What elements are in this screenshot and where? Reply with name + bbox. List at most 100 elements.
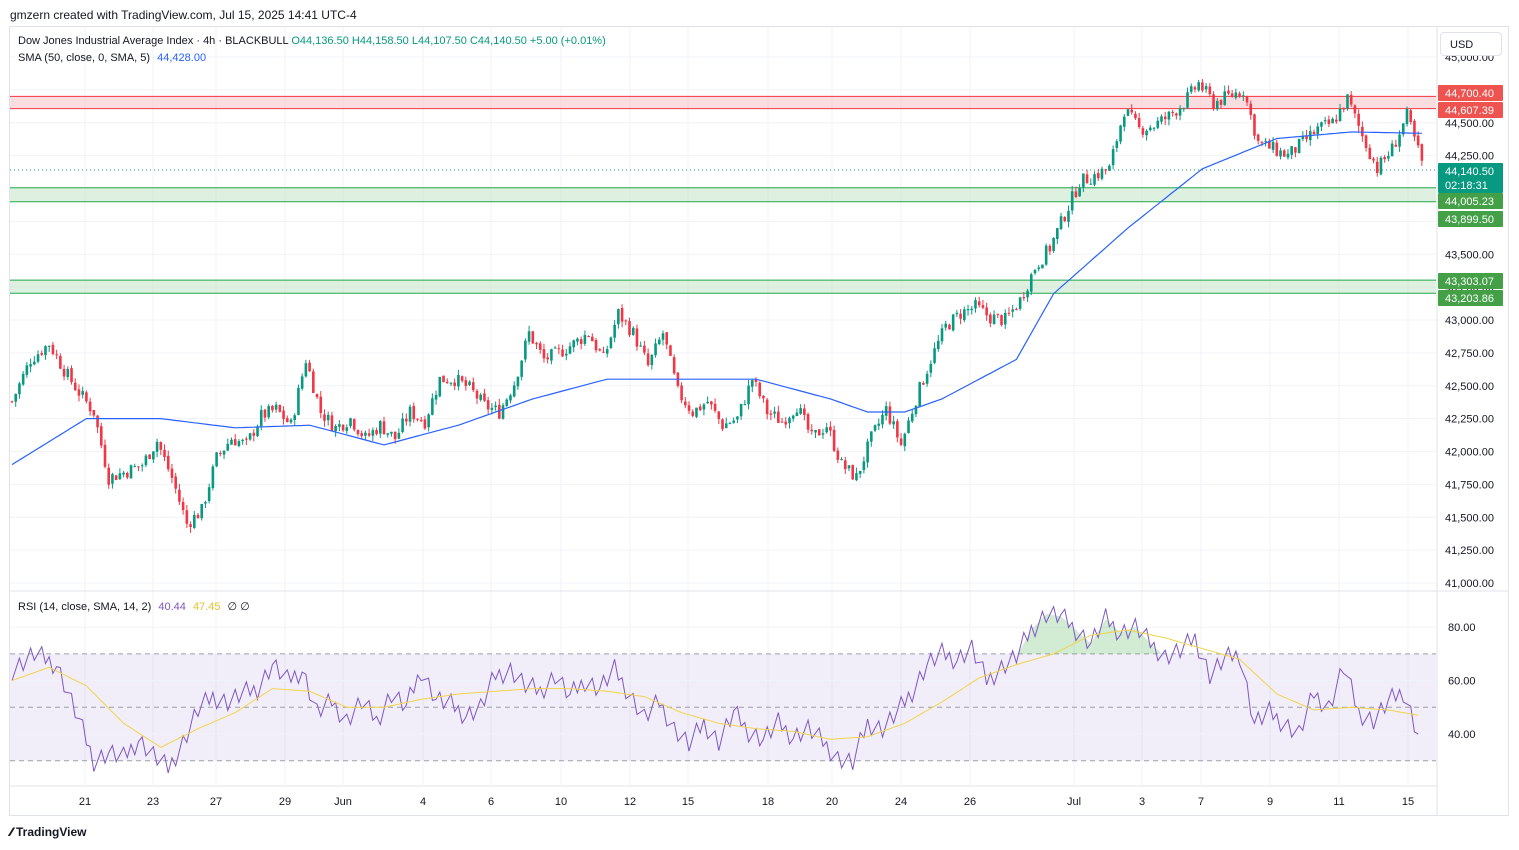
candle-body — [1149, 127, 1152, 131]
candle-body — [1015, 308, 1018, 310]
candle-body — [936, 340, 940, 349]
candle-body — [464, 380, 468, 387]
candle-body — [1290, 146, 1293, 155]
candle-body — [148, 454, 151, 459]
chart-caption: gmzern created with TradingView.com, Jul… — [10, 8, 357, 22]
candle-body — [881, 414, 884, 425]
candle-body — [1003, 312, 1007, 325]
time-tick-label: 21 — [79, 796, 91, 808]
candle-body — [1108, 165, 1111, 171]
candle-body — [706, 401, 709, 404]
rsi-sma-line — [11, 629, 1419, 748]
price-label-badge — [1438, 102, 1503, 118]
candle-body — [966, 309, 970, 311]
candle-body — [929, 363, 933, 373]
candle-body — [155, 441, 159, 452]
symbol-change: +5.00 (+0.01%) — [529, 35, 606, 47]
candle-body — [1234, 92, 1238, 98]
candle-body — [152, 451, 155, 460]
candle-body — [278, 405, 282, 412]
candle-body — [88, 401, 92, 412]
candle-body — [1152, 127, 1156, 129]
time-tick-label: 18 — [762, 796, 774, 808]
candle-body — [617, 309, 620, 325]
candle-body — [1156, 120, 1160, 128]
candle-body — [974, 300, 977, 309]
candle-body — [498, 404, 501, 419]
candle-body — [791, 415, 795, 419]
candle-body — [858, 470, 862, 474]
candle-body — [1316, 126, 1320, 134]
price-label-badge — [1438, 211, 1503, 227]
candle-body — [341, 424, 345, 431]
candle-body — [1364, 135, 1368, 148]
candle-body — [189, 524, 192, 528]
time-tick-label: 10 — [555, 796, 567, 808]
candle-body — [1215, 100, 1219, 110]
candle-body — [271, 405, 274, 411]
candle-body — [1074, 191, 1078, 197]
currency-button[interactable]: USD — [1440, 32, 1502, 56]
symbol-high: H44,158.50 — [351, 35, 409, 47]
candle-body — [256, 426, 259, 437]
candle-body — [557, 348, 561, 350]
candle-body — [505, 399, 509, 406]
candle-body — [512, 385, 516, 397]
price-label-text: 43,203.86 — [1445, 293, 1494, 305]
candle-body — [170, 468, 174, 478]
candle-body — [285, 418, 289, 422]
candle-body — [873, 425, 877, 431]
brand-label: TradingView — [16, 825, 87, 839]
candle-body — [397, 432, 401, 439]
symbol-open: O44,136.50 — [291, 35, 349, 47]
candle-body — [758, 382, 762, 397]
candle-body — [1104, 169, 1107, 171]
candle-body — [129, 465, 133, 479]
candle-body — [401, 418, 404, 433]
candle-body — [1044, 245, 1048, 265]
candle-body — [535, 342, 538, 345]
candle-body — [773, 411, 776, 414]
candle-body — [1297, 138, 1301, 154]
time-tick-label: 20 — [826, 796, 838, 808]
candle-body — [44, 346, 47, 356]
candle-body — [959, 313, 962, 319]
rsi-legend: RSI (14, close, SMA, 14, 2) 40.44 47.45 … — [18, 600, 250, 613]
candle-body — [85, 392, 88, 402]
candle-body — [914, 405, 918, 415]
candle-body — [1286, 153, 1290, 158]
candle-body — [1253, 114, 1256, 136]
candle-body — [1368, 147, 1372, 160]
tradingview-logo-icon: ⁄⁄ — [10, 825, 13, 839]
symbol-name: Dow Jones Industrial Average Index · 4h … — [18, 35, 289, 47]
candle-body — [103, 444, 107, 467]
candle-body — [111, 474, 114, 484]
candle-body — [1119, 125, 1122, 142]
candle-body — [602, 351, 605, 353]
candle-body — [1223, 91, 1227, 105]
candle-body — [300, 376, 304, 389]
candle-body — [1007, 312, 1011, 314]
candle-body — [695, 407, 698, 417]
candle-body — [736, 416, 739, 420]
time-tick-label: 15 — [682, 796, 694, 808]
candle-body — [204, 502, 207, 504]
candle-body — [248, 433, 252, 440]
candle-body — [99, 426, 103, 446]
candle-body — [1052, 237, 1055, 251]
candle-body — [1141, 128, 1145, 135]
candle-body — [364, 432, 367, 436]
candle-body — [468, 381, 471, 385]
candle-body — [542, 349, 546, 359]
candle-body — [527, 331, 531, 342]
time-tick-label: 7 — [1198, 796, 1204, 808]
candle-body — [568, 346, 572, 354]
candle-body — [877, 423, 881, 426]
candle-body — [639, 345, 642, 347]
candle-body — [747, 385, 750, 405]
price-label-text: 44,140.50 — [1445, 166, 1494, 178]
candle-body — [483, 393, 486, 401]
candle-body — [1401, 123, 1405, 135]
candle-body — [687, 405, 691, 411]
